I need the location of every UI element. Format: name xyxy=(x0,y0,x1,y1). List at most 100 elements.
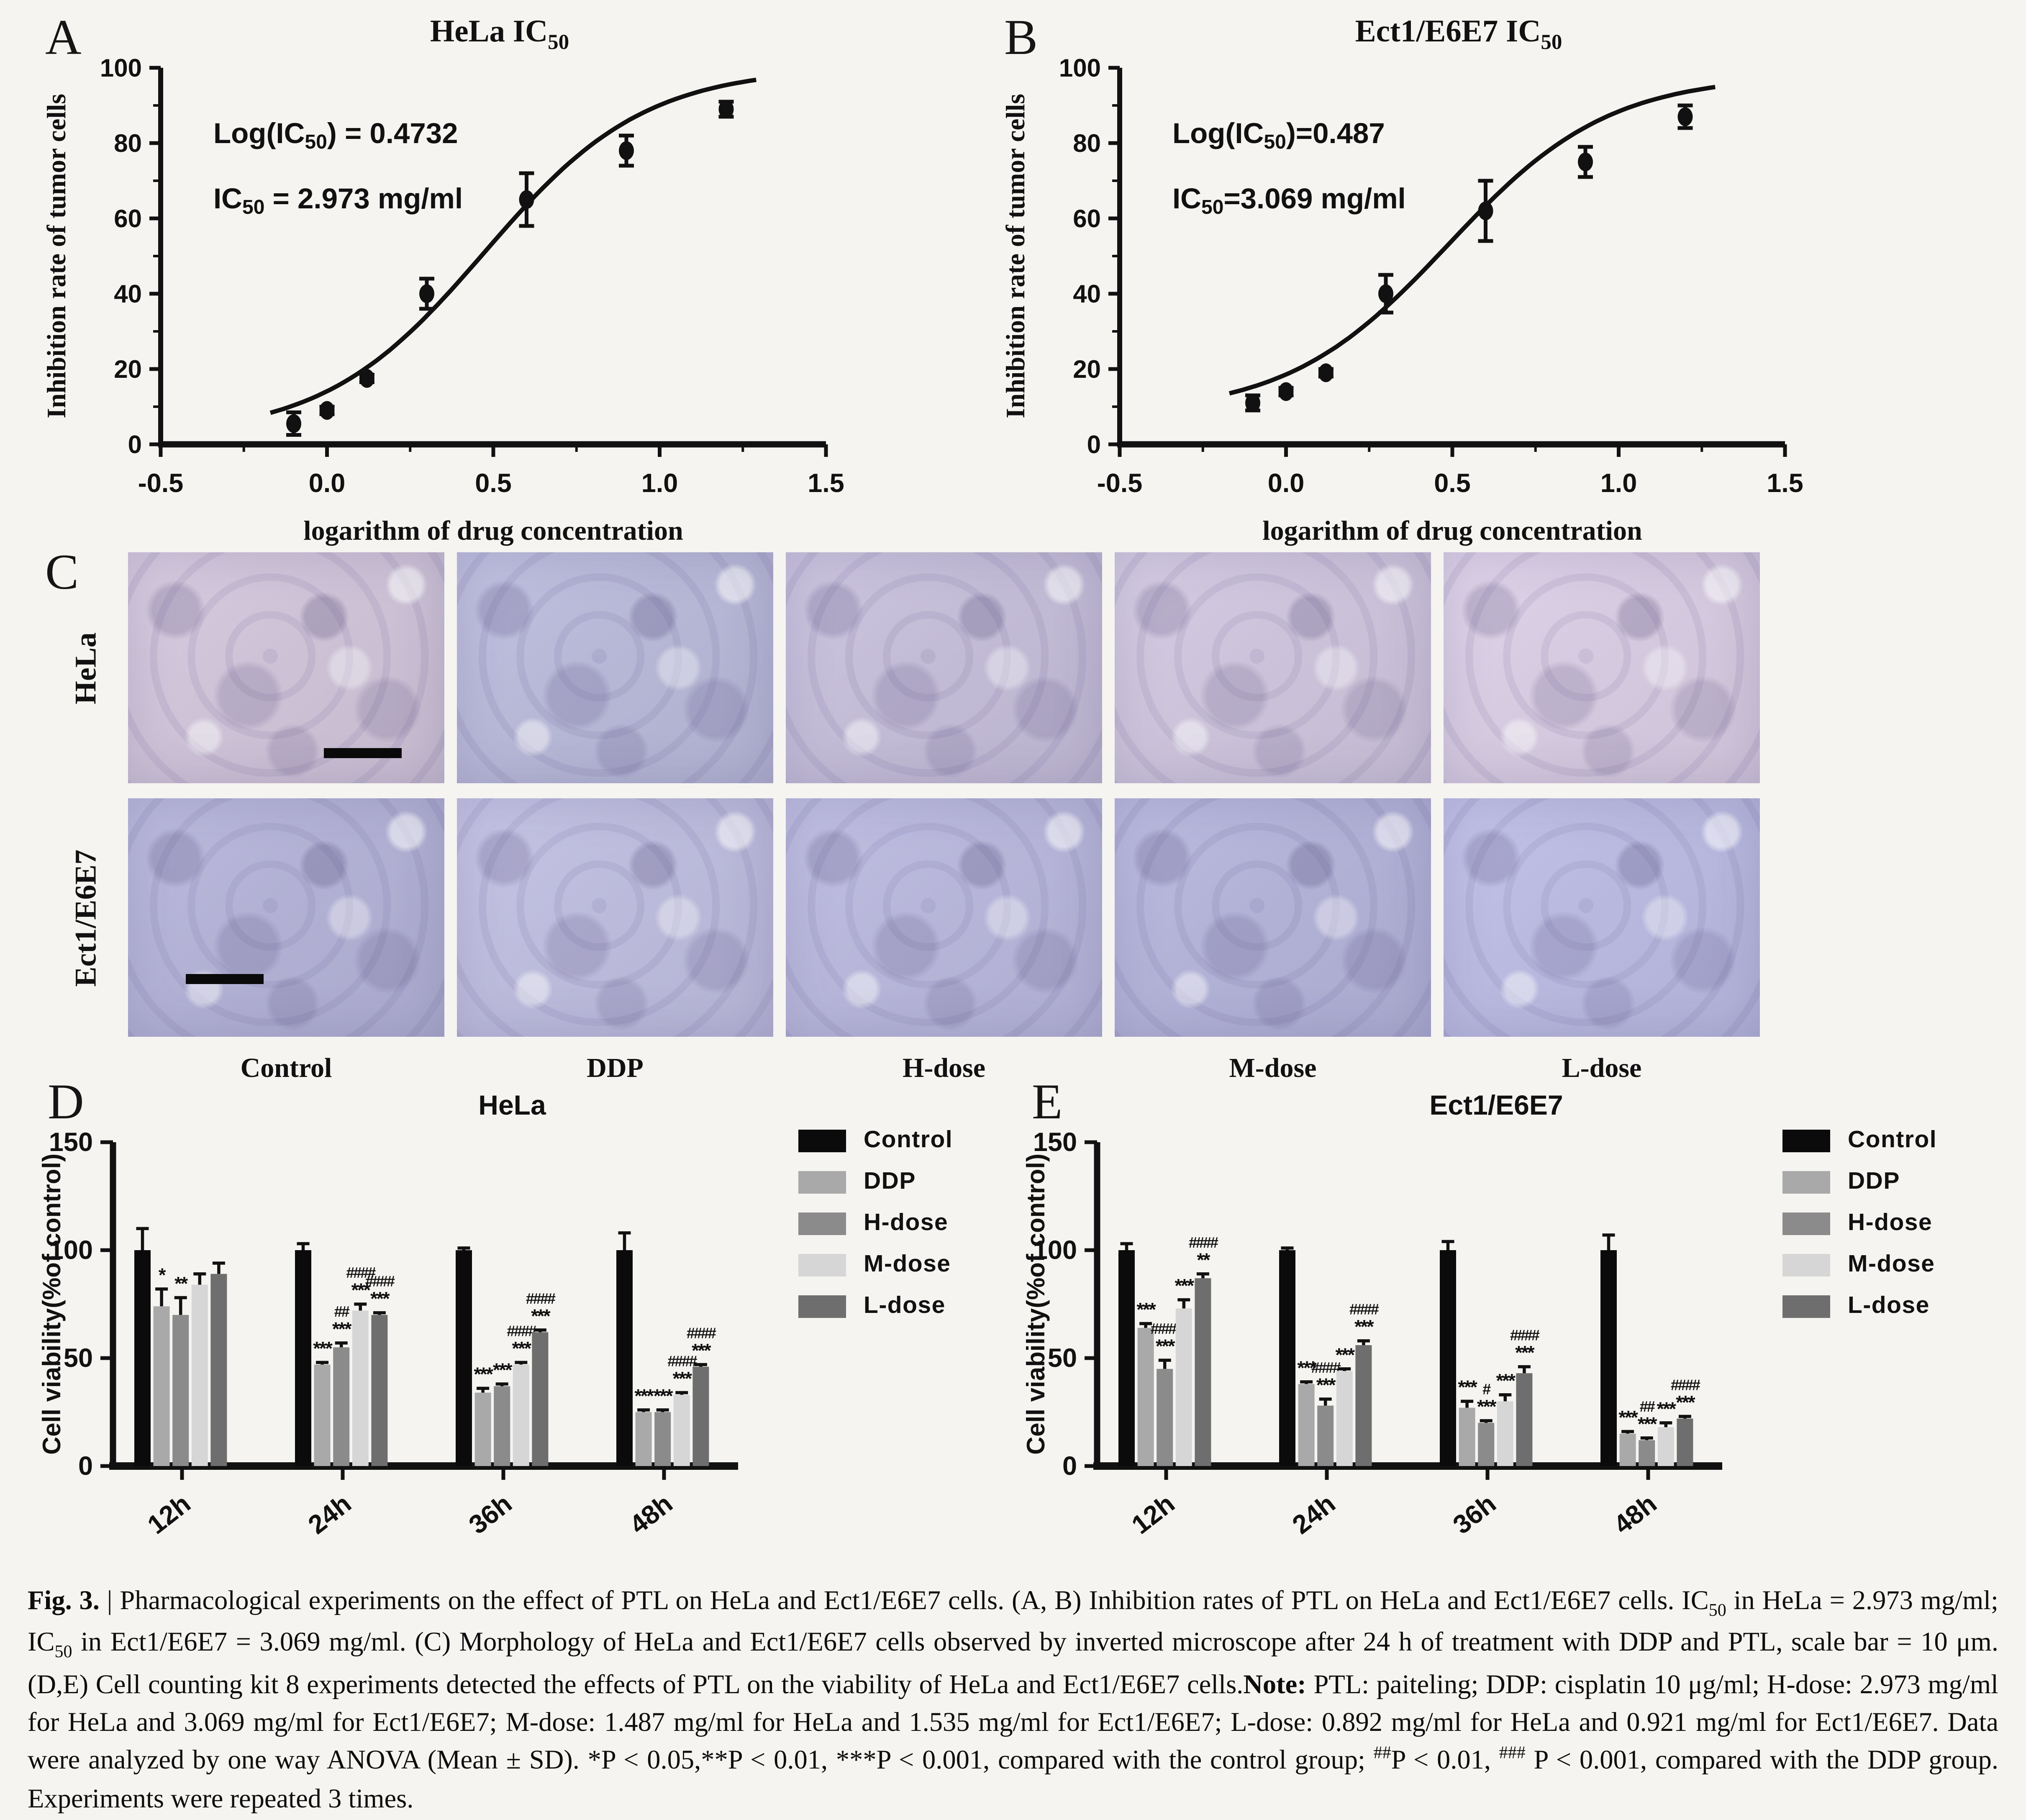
caption-segment: | Pharmacological experiments on the eff… xyxy=(99,1584,1709,1615)
bar-ddp xyxy=(474,1392,491,1466)
bar-ddp xyxy=(1619,1433,1636,1466)
legend-item: Control xyxy=(1782,1127,1937,1155)
micrograph-hela-ddp xyxy=(457,552,773,783)
bar-h-dose xyxy=(1478,1423,1495,1466)
star-annotation: *** xyxy=(673,1368,692,1389)
bar-ddp xyxy=(314,1364,331,1466)
panel-a-title: HeLa IC50 xyxy=(430,15,569,54)
micrograph-ect1-e6e7-m-dose xyxy=(1115,798,1431,1037)
bar-m-dose xyxy=(1175,1308,1192,1466)
star-annotation: *** xyxy=(531,1305,551,1327)
micrograph-hela-h-dose xyxy=(786,552,1102,783)
bar-ddp xyxy=(1298,1384,1315,1466)
bar-l-dose xyxy=(1195,1278,1211,1466)
legend-item: M-dose xyxy=(798,1251,953,1279)
data-point xyxy=(419,284,434,303)
panel-d-title: HeLa xyxy=(478,1089,546,1121)
caption-segment: P < 0.001, compared with the DDP group. … xyxy=(28,1745,1998,1813)
data-point xyxy=(1245,393,1260,413)
ic50-annotation: IC50 = 2.973 mg/ml xyxy=(213,182,463,218)
star-annotation: *** xyxy=(692,1340,711,1361)
y-tick-label: 100 xyxy=(1033,1236,1077,1265)
star-annotation: *** xyxy=(370,1288,390,1310)
legend-item: L-dose xyxy=(798,1293,953,1320)
star-annotation: *** xyxy=(512,1338,532,1359)
panel-a-letter: A xyxy=(45,9,82,65)
scale-bar xyxy=(324,748,402,758)
star-annotation: *** xyxy=(1676,1392,1695,1413)
bar-control xyxy=(616,1250,633,1466)
bar-l-dose xyxy=(210,1274,227,1466)
row-label-text: HeLa xyxy=(71,632,104,704)
panel-d-letter: D xyxy=(48,1073,84,1130)
hash-annotation: #### xyxy=(365,1273,395,1290)
star-annotation: *** xyxy=(1156,1336,1175,1357)
bar-l-dose xyxy=(1516,1373,1533,1466)
micrograph-ect1-e6e7-ddp xyxy=(457,798,773,1037)
x-tick-label: 1.5 xyxy=(808,469,844,498)
bar-h-dose xyxy=(172,1315,189,1466)
panel-e-title: Ect1/E6E7 xyxy=(1429,1089,1563,1121)
bar-control xyxy=(1279,1250,1295,1466)
data-point xyxy=(359,369,374,388)
panel-c-letter: C xyxy=(45,543,79,600)
bar-l-dose xyxy=(371,1315,388,1466)
legend-item: DDP xyxy=(798,1169,953,1196)
x-tick-label: 1.0 xyxy=(641,469,678,498)
hash-annotation: ## xyxy=(334,1303,350,1320)
legend-label: Control xyxy=(1848,1127,1937,1154)
ic50-annotation: Log(IC50)=0.487 xyxy=(1172,117,1385,153)
y-axis-label: Inhibition rate of tumor cells xyxy=(1001,94,1030,418)
x-tick-label: -0.5 xyxy=(138,469,184,498)
x-axis-label: logarithm of drug concentration xyxy=(1262,515,1642,546)
micrograph-hela-control xyxy=(128,552,444,783)
star-annotation: *** xyxy=(1618,1407,1638,1428)
row-label-hela: HeLa xyxy=(60,552,115,783)
bar-l-dose xyxy=(1677,1418,1693,1466)
bar-control xyxy=(1600,1250,1617,1466)
x-tick-label: 1.0 xyxy=(1600,469,1637,498)
legend-item: H-dose xyxy=(1782,1210,1937,1238)
bar-m-dose xyxy=(191,1284,208,1466)
star-annotation: *** xyxy=(1136,1299,1156,1320)
legend-swatch xyxy=(1782,1212,1830,1235)
star-annotation: *** xyxy=(1354,1316,1374,1338)
micrograph-ect1-e6e7-control xyxy=(128,798,444,1037)
col-label-m-dose: M-dose xyxy=(1229,1052,1317,1083)
star-annotation: *** xyxy=(1515,1342,1535,1364)
x-tick-label: 12h xyxy=(1126,1489,1180,1540)
caption-segment: PTL: paiteling; DDP: cisplatin 10 μg/ml;… xyxy=(28,1669,1998,1776)
bar-h-dose xyxy=(1157,1369,1173,1466)
bar-m-dose xyxy=(513,1364,529,1466)
y-tick-label: 50 xyxy=(64,1343,93,1373)
legend-swatch xyxy=(1782,1130,1830,1152)
legend-item: Control xyxy=(798,1127,953,1155)
legend-label: H-dose xyxy=(864,1210,949,1236)
panel-b-letter: B xyxy=(1004,9,1038,65)
y-tick-label: 60 xyxy=(1073,205,1101,233)
star-annotation: *** xyxy=(313,1338,333,1359)
bar-h-dose xyxy=(1317,1405,1334,1466)
data-point xyxy=(1278,382,1294,401)
bar-control xyxy=(1440,1250,1456,1466)
data-point xyxy=(1378,284,1393,303)
x-axis-label: logarithm of drug concentration xyxy=(303,515,683,546)
ic50-annotation: Log(IC50) = 0.4732 xyxy=(213,117,458,153)
data-point xyxy=(718,100,734,119)
data-point xyxy=(1677,107,1693,126)
x-tick-label: 0.5 xyxy=(475,469,512,498)
bar-control xyxy=(134,1250,151,1466)
bar-ddp xyxy=(1459,1407,1475,1466)
star-annotation: *** xyxy=(1477,1396,1497,1418)
ic50-annotation: IC50=3.069 mg/ml xyxy=(1172,182,1406,218)
star-annotation: *** xyxy=(474,1364,493,1385)
figure-caption: Fig. 3. | Pharmacological experiments on… xyxy=(28,1581,1998,1817)
legend-swatch xyxy=(798,1130,846,1152)
caption-segment: Note: xyxy=(1243,1669,1306,1700)
panel-d: D HeLa 0 50 100 150 Cell viability(%of contr… xyxy=(35,1073,1027,1583)
bar-h-dose xyxy=(654,1412,671,1466)
data-point xyxy=(1578,152,1593,172)
star-annotation: *** xyxy=(351,1279,371,1301)
